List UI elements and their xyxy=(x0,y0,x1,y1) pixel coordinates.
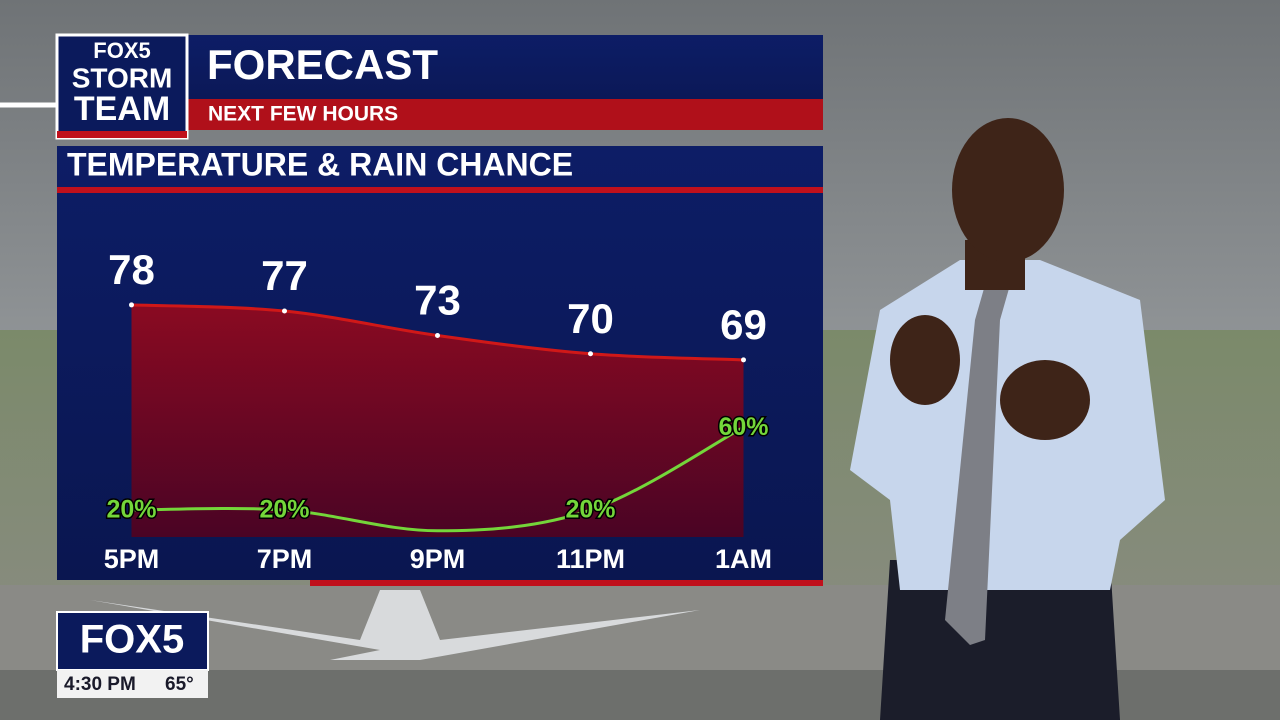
rain-label: 20% xyxy=(259,496,309,524)
header-subtitle: NEXT FEW HOURS xyxy=(208,103,398,126)
airplane xyxy=(90,590,700,660)
title-underline xyxy=(57,187,823,193)
temperature-point xyxy=(435,332,440,338)
pants xyxy=(880,560,1120,720)
bug-logo-box xyxy=(56,611,209,671)
hand xyxy=(1000,360,1090,440)
hand xyxy=(890,315,960,405)
temperature-point xyxy=(129,302,134,308)
x-tick-label: 7PM xyxy=(257,544,313,574)
temperature-point xyxy=(588,351,593,357)
temperature-label: 78 xyxy=(108,246,155,293)
x-tick-label: 1AM xyxy=(715,544,772,574)
temperature-label: 73 xyxy=(414,277,461,324)
tie xyxy=(945,285,1010,645)
subtitle-bar xyxy=(187,99,823,130)
plot: 78 77 73 70 69 20% 20% 20% 60% 5PM 7PM 9PM 11PM 1AM xyxy=(104,246,772,574)
temperature-label: 77 xyxy=(261,252,308,299)
x-tick-label: 5PM xyxy=(104,544,160,574)
presenter xyxy=(850,118,1165,720)
x-tick-label: 9PM xyxy=(410,544,466,574)
logo-text: FOX5 xyxy=(93,38,150,63)
rain-label: 20% xyxy=(565,496,615,524)
rain-line xyxy=(131,425,745,533)
logo-underline xyxy=(57,131,187,138)
logo-text: STORM xyxy=(72,62,173,93)
bug-logo: FOX5 xyxy=(80,618,184,662)
bottom-accent xyxy=(310,580,823,586)
x-tick-label: 11PM xyxy=(556,544,625,574)
logo-text: TEAM xyxy=(74,90,170,128)
rain-label: 60% xyxy=(718,413,768,441)
temperature-point xyxy=(282,308,287,314)
header-title: FORECAST xyxy=(207,41,438,88)
temperature-label: 70 xyxy=(567,295,614,342)
bug-temp: 65° xyxy=(165,674,194,695)
temperature-label: 69 xyxy=(720,301,767,348)
chart-title: TEMPERATURE & RAIN CHANCE xyxy=(67,146,573,182)
bug-time: 4:30 PM xyxy=(64,674,136,695)
bug-strip xyxy=(57,670,208,698)
shirt xyxy=(850,260,1165,590)
rain-label: 20% xyxy=(106,496,156,524)
temperature-area xyxy=(131,304,744,537)
logo-box xyxy=(55,33,189,140)
temperature-point xyxy=(741,357,746,363)
head xyxy=(952,118,1064,262)
